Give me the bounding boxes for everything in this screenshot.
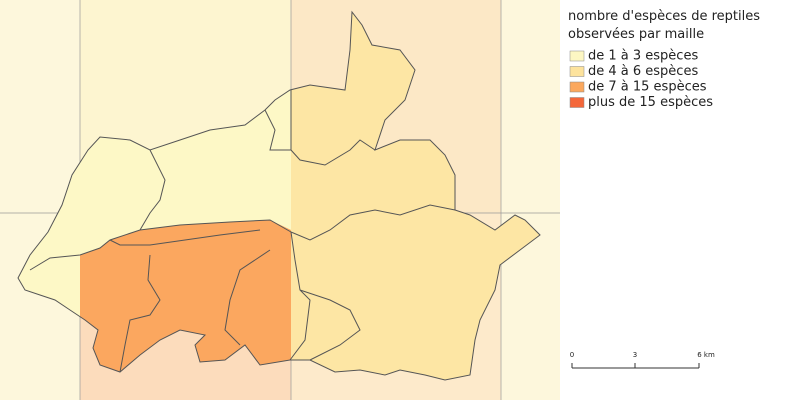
legend-title: nombre d'espèces de reptiles [568, 9, 760, 24]
legend-swatch [569, 97, 585, 108]
legend-label: de 4 à 6 espèces [588, 64, 698, 79]
scale-label: 0 [570, 351, 574, 359]
legend-label: de 1 à 3 espèces [588, 49, 698, 64]
legend-swatch [569, 81, 585, 93]
scale-bar [571, 363, 700, 369]
legend-swatch [569, 66, 585, 77]
legend-swatch [569, 50, 585, 62]
scale-label: 6 km [697, 351, 715, 359]
legend-title: observées par maille [568, 27, 704, 42]
internal-boundaries [29, 90, 456, 373]
legend-label: plus de 15 espèces [588, 95, 713, 110]
legend-label: de 7 à 15 espèces [588, 80, 707, 95]
scale-label: 3 [633, 351, 637, 359]
